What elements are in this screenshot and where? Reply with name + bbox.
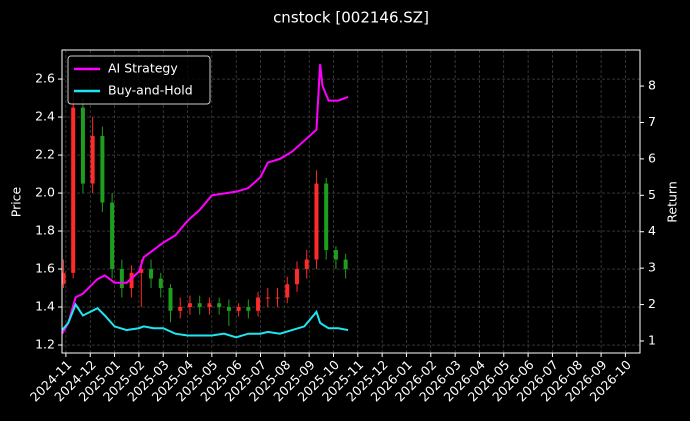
candle-body [226, 307, 231, 311]
y2-tick-label: 4 [648, 223, 656, 238]
candle-body [129, 272, 134, 289]
candle-body [265, 297, 270, 299]
candle-body [217, 303, 222, 308]
plot-frame [61, 49, 641, 354]
legend-box [67, 55, 211, 105]
candle-body [168, 288, 173, 311]
series-line [61, 302, 349, 339]
y2-tick-label: 5 [648, 187, 656, 202]
candle-body [256, 297, 261, 311]
candle-body [285, 284, 290, 298]
y-tick-label: 2.6 [35, 71, 55, 86]
candle-body [90, 136, 95, 184]
y-tick-label: 2.2 [35, 147, 55, 162]
candle-body [314, 183, 319, 260]
y-tick-label: 1.8 [35, 223, 55, 238]
y-tick-label: 2.0 [35, 185, 55, 200]
legend-label: AI Strategy [108, 61, 178, 76]
candle-body [187, 303, 192, 308]
chart-title: cnstock [002146.SZ] [273, 9, 429, 27]
y2-tick-label: 3 [648, 260, 656, 275]
candle-body [80, 107, 85, 184]
candle-body [333, 250, 338, 260]
y-tick-label: 1.6 [35, 261, 55, 276]
y-tick-label: 2.4 [35, 109, 55, 124]
candle-body [294, 269, 299, 285]
candle-body [139, 269, 144, 273]
candle-body [304, 259, 309, 270]
y-tick-label: 1.4 [35, 299, 55, 314]
candle-body [236, 307, 241, 311]
candle-body [110, 202, 115, 270]
y2-axis-label: Return [665, 181, 680, 222]
candle-body [61, 272, 66, 285]
candle-body [158, 278, 163, 289]
y2-tick-label: 6 [648, 150, 656, 165]
y2-tick-label: 8 [648, 78, 656, 93]
candle-body [275, 297, 280, 299]
legend-label: Buy-and-Hold [108, 83, 193, 98]
series-line [61, 64, 349, 335]
candle-body [71, 107, 76, 273]
y-axis-label: Price [9, 186, 24, 217]
candle-body [100, 136, 105, 203]
candle-body [149, 269, 154, 279]
candle-body [246, 307, 251, 311]
candle-body [119, 269, 124, 289]
y2-tick-label: 7 [648, 114, 656, 129]
candle-body [207, 303, 212, 308]
candle-body [324, 183, 329, 251]
y-tick-label: 1.2 [35, 337, 55, 352]
y2-tick-label: 2 [648, 296, 656, 311]
y2-tick-label: 1 [648, 332, 656, 347]
candle-body [178, 307, 183, 311]
candle-body [197, 303, 202, 308]
candle-body [343, 259, 348, 270]
